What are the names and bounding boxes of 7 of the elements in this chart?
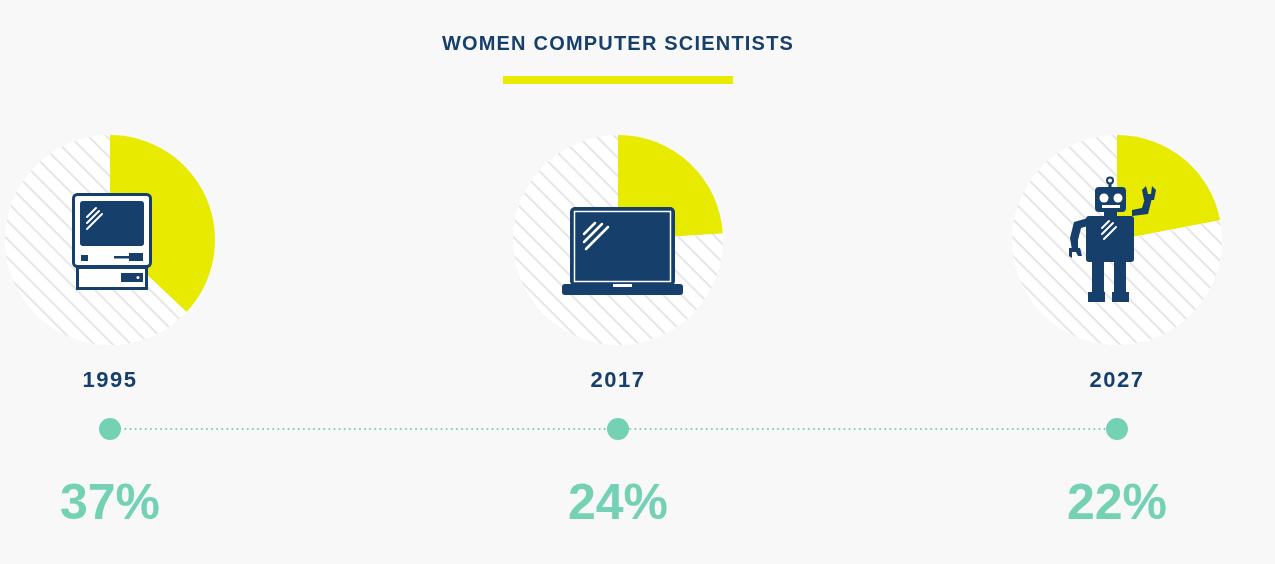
text: 24% [566,473,670,532]
text: 2017 [589,366,647,394]
text: 2027 [1088,366,1146,394]
text: 22% [1065,473,1169,532]
chart-title: WOMEN COMPUTER SCIENTISTS [440,31,796,56]
text: 1995 [81,366,139,394]
text: 37% [58,473,162,532]
